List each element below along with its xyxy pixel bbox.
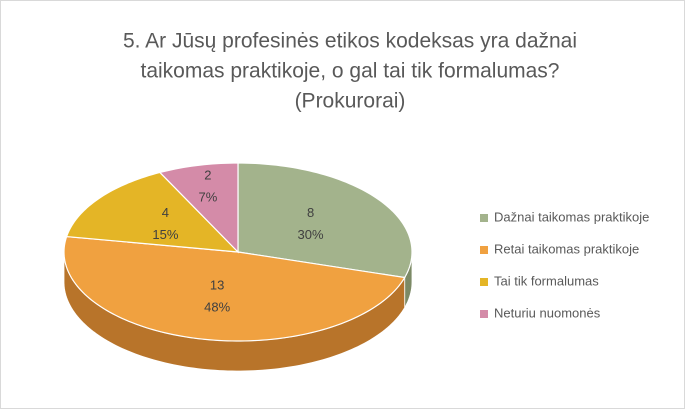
slice [237, 162, 413, 279]
data-label: 8 [307, 205, 314, 220]
data-label: 15% [152, 227, 178, 242]
slice [63, 235, 406, 342]
legend-label: Neturiu nuomonės [494, 305, 601, 320]
data-label: 13 [210, 277, 224, 292]
legend-label: Tai tik formalumas [494, 273, 599, 288]
legend-swatch [480, 214, 488, 222]
legend-swatch [480, 310, 488, 318]
data-label: 7% [199, 189, 218, 204]
data-label: 2 [204, 167, 211, 182]
data-label: 30% [298, 227, 324, 242]
chart-title: (Prokurorai) [295, 90, 406, 113]
data-label: 4 [162, 205, 169, 220]
data-label: 48% [204, 299, 230, 314]
slice [158, 162, 239, 254]
legend-label: Retai taikomas praktikoje [494, 241, 639, 256]
legend-swatch [480, 246, 488, 254]
legend-label: Dažnai taikomas praktikoje [494, 209, 649, 224]
legend-swatch [480, 278, 488, 286]
chart-title: taikomas praktikoje, o gal tai tik forma… [140, 60, 559, 83]
chart-title: 5. Ar Jūsų profesinės etikos kodeksas yr… [123, 30, 577, 53]
slice [65, 171, 240, 253]
